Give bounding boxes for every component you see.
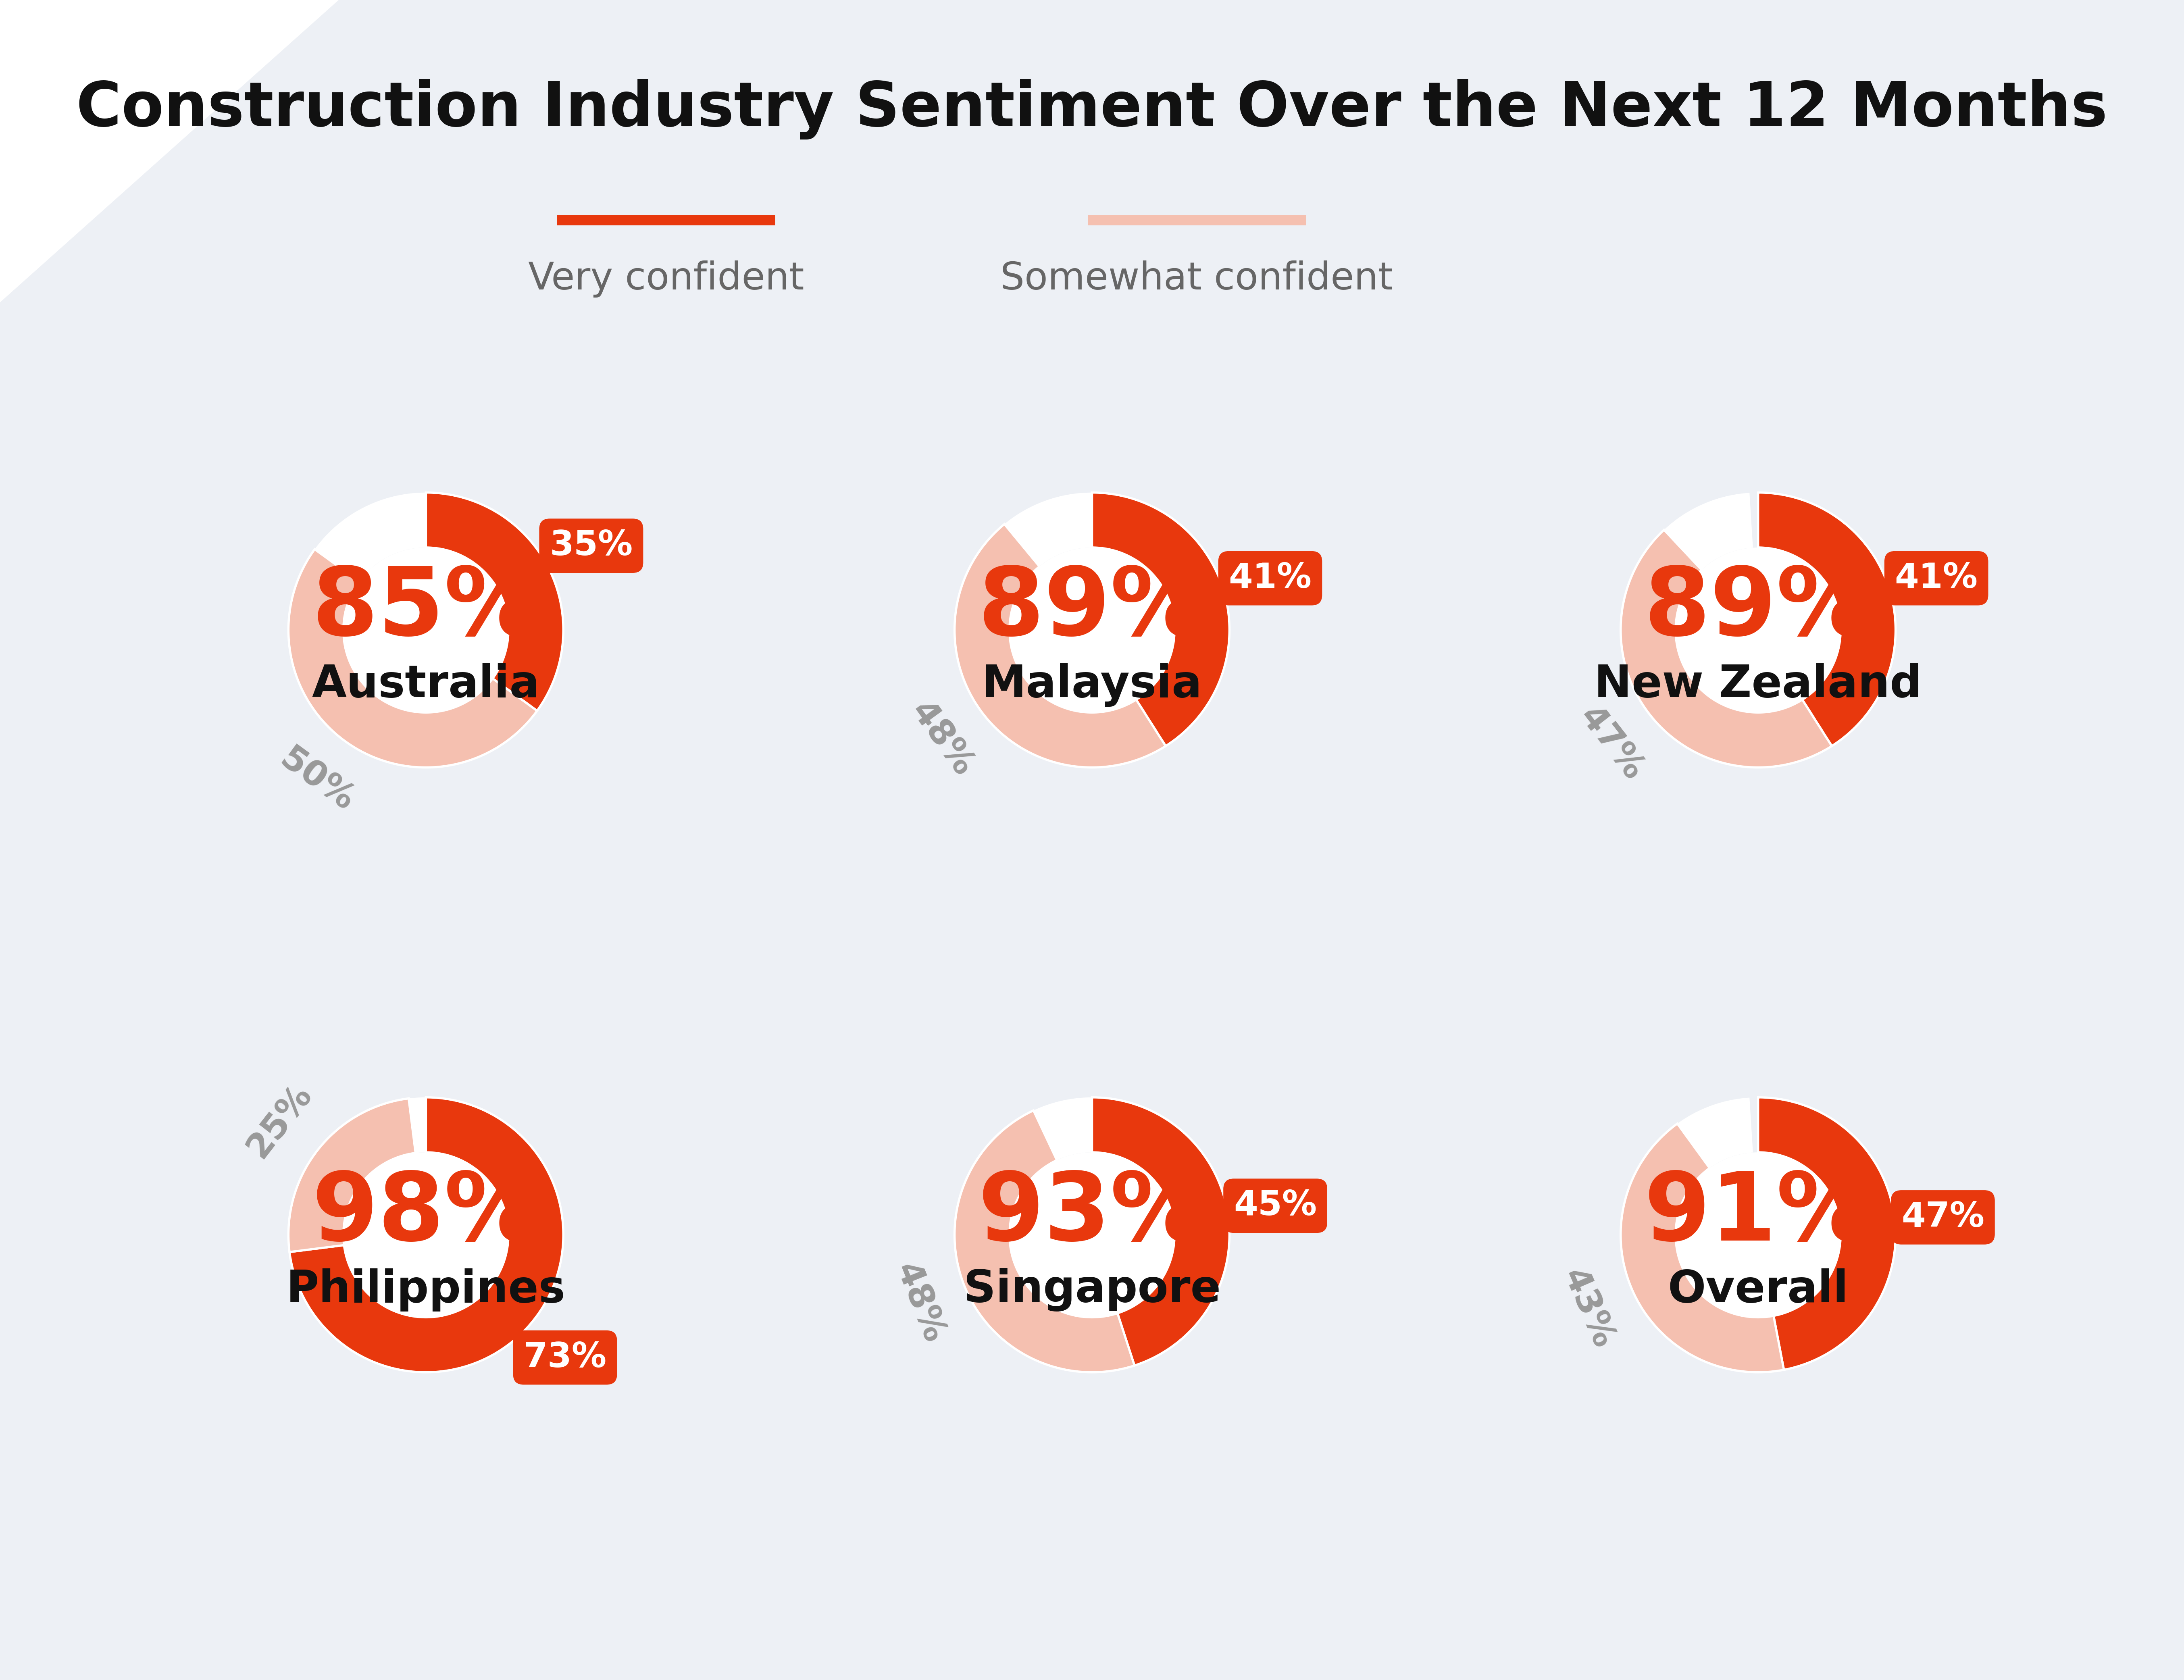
Circle shape: [1009, 548, 1175, 712]
Polygon shape: [426, 492, 563, 711]
Circle shape: [1009, 1152, 1175, 1317]
Polygon shape: [1677, 1097, 1754, 1168]
Text: Australia: Australia: [312, 664, 539, 707]
Polygon shape: [1664, 492, 1754, 570]
Polygon shape: [288, 549, 537, 768]
Polygon shape: [1621, 529, 1832, 768]
Polygon shape: [1092, 492, 1230, 746]
Text: Very confident: Very confident: [529, 260, 804, 297]
Text: 47%: 47%: [1572, 701, 1651, 786]
Polygon shape: [1758, 1097, 1896, 1369]
Text: Malaysia: Malaysia: [981, 664, 1203, 707]
Text: 89%: 89%: [1645, 563, 1872, 655]
Text: 41%: 41%: [1896, 561, 1979, 595]
Polygon shape: [954, 1110, 1133, 1373]
Polygon shape: [1005, 492, 1092, 566]
Text: Somewhat confident: Somewhat confident: [1000, 260, 1393, 297]
Text: 48%: 48%: [904, 696, 981, 783]
Polygon shape: [290, 1097, 563, 1373]
Circle shape: [343, 548, 509, 712]
Polygon shape: [1621, 1124, 1784, 1373]
Text: Singapore: Singapore: [963, 1268, 1221, 1312]
Text: 85%: 85%: [312, 563, 539, 655]
Polygon shape: [1033, 1097, 1092, 1161]
Text: 73%: 73%: [524, 1341, 607, 1374]
Text: 47%: 47%: [1902, 1201, 1985, 1235]
Text: 35%: 35%: [550, 529, 633, 563]
Text: 98%: 98%: [312, 1168, 539, 1260]
Text: 89%: 89%: [978, 563, 1206, 655]
Text: 43%: 43%: [1555, 1263, 1621, 1354]
Polygon shape: [314, 492, 426, 581]
Text: 25%: 25%: [240, 1079, 319, 1164]
Polygon shape: [408, 1097, 426, 1152]
Polygon shape: [954, 524, 1166, 768]
Text: New Zealand: New Zealand: [1594, 664, 1922, 707]
Text: Philippines: Philippines: [286, 1268, 566, 1312]
Text: 93%: 93%: [978, 1168, 1206, 1260]
Circle shape: [1675, 548, 1841, 712]
Polygon shape: [1092, 1097, 1230, 1366]
Text: Overall: Overall: [1669, 1268, 1848, 1312]
Polygon shape: [1758, 492, 1896, 746]
Circle shape: [1675, 1152, 1841, 1317]
Text: 45%: 45%: [1234, 1189, 1317, 1223]
Polygon shape: [288, 1099, 415, 1252]
Text: 91%: 91%: [1645, 1168, 1872, 1260]
Text: 41%: 41%: [1230, 561, 1313, 595]
Text: 50%: 50%: [273, 743, 360, 818]
Circle shape: [343, 1152, 509, 1317]
Text: Construction Industry Sentiment Over the Next 12 Months: Construction Industry Sentiment Over the…: [76, 79, 2108, 139]
Text: 48%: 48%: [889, 1258, 950, 1347]
